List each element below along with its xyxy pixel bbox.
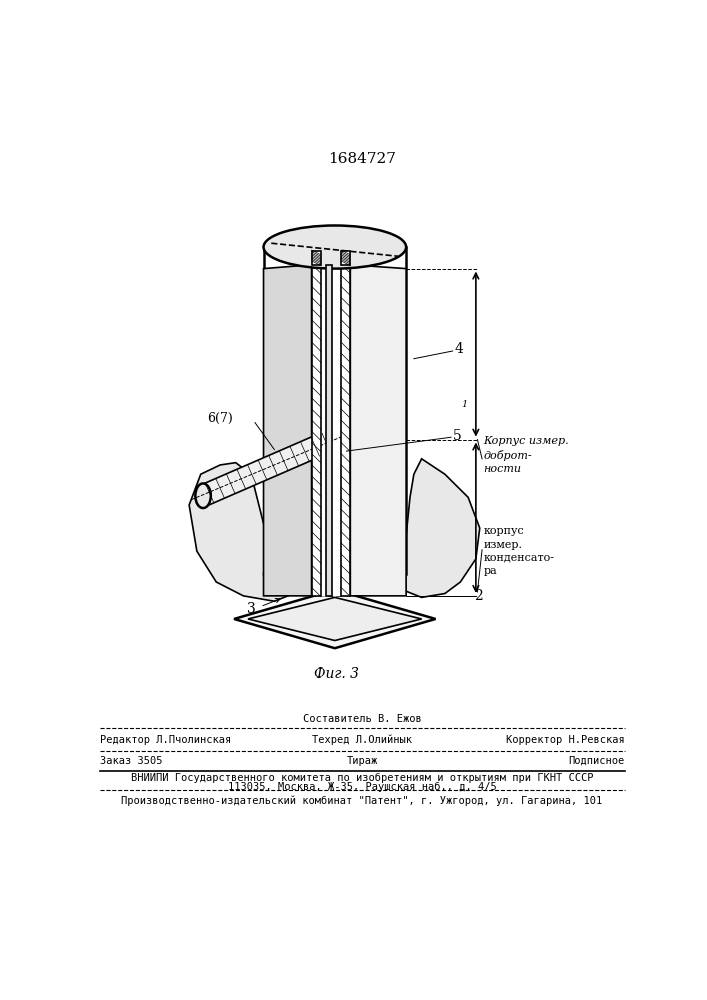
Polygon shape: [199, 430, 337, 506]
Polygon shape: [312, 265, 321, 596]
Text: 4: 4: [454, 342, 463, 356]
Polygon shape: [341, 265, 351, 596]
Polygon shape: [264, 265, 312, 596]
Polygon shape: [341, 251, 351, 265]
Polygon shape: [312, 251, 321, 265]
Polygon shape: [325, 265, 332, 596]
Text: Производственно-издательский комбинат "Патент", г. Ужгород, ул. Гагарина, 101: Производственно-издательский комбинат "П…: [122, 795, 602, 806]
Text: Редактор Л.Пчолинская: Редактор Л.Пчолинская: [100, 735, 231, 745]
Text: 113035, Москва, Ж-35, Раушская наб., д. 4/5: 113035, Москва, Ж-35, Раушская наб., д. …: [228, 782, 496, 792]
Text: ВНИИПИ Государственного комитета по изобретениям и открытиям при ГКНТ СССР: ВНИИПИ Государственного комитета по изоб…: [131, 773, 593, 783]
Polygon shape: [402, 459, 480, 597]
Polygon shape: [321, 265, 341, 596]
Text: Составитель В. Ежов: Составитель В. Ежов: [303, 714, 421, 724]
Text: 2: 2: [474, 589, 483, 603]
Text: Тираж: Тираж: [346, 756, 378, 766]
Ellipse shape: [195, 483, 211, 508]
Text: 1684727: 1684727: [328, 152, 396, 166]
Text: 6(7): 6(7): [207, 412, 233, 425]
Text: Фиг. 3: Фиг. 3: [314, 667, 359, 681]
Text: Корректор Н.Ревская: Корректор Н.Ревская: [506, 735, 625, 745]
Polygon shape: [189, 463, 298, 601]
Text: Корпус измер.
доброт-
ности: Корпус измер. доброт- ности: [484, 436, 569, 474]
Polygon shape: [234, 590, 436, 648]
Polygon shape: [248, 597, 421, 641]
Text: Заказ 3505: Заказ 3505: [100, 756, 163, 766]
Text: 1: 1: [461, 400, 467, 409]
Text: корпус
измер.
конденсато-
ра: корпус измер. конденсато- ра: [484, 526, 554, 576]
Text: 3: 3: [247, 602, 255, 616]
Text: Техред Л.Олийнык: Техред Л.Олийнык: [312, 735, 412, 745]
Ellipse shape: [264, 225, 406, 269]
Text: Подписное: Подписное: [568, 756, 625, 766]
Polygon shape: [351, 265, 406, 596]
Text: 5: 5: [452, 429, 462, 443]
